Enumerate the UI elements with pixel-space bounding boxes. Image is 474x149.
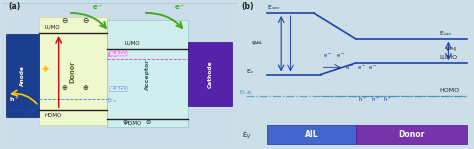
Text: h$^+$: h$^+$ xyxy=(371,96,380,104)
Text: AIL: AIL xyxy=(305,130,318,139)
Text: ✦: ✦ xyxy=(40,65,50,75)
Text: ⊕: ⊕ xyxy=(61,85,67,91)
Bar xyxy=(356,125,467,144)
Text: LUMO: LUMO xyxy=(124,41,140,46)
Text: e$^-$: e$^-$ xyxy=(336,52,345,60)
Text: Donor: Donor xyxy=(398,130,424,139)
Text: φ$_{AIL}$: φ$_{AIL}$ xyxy=(251,39,264,48)
Bar xyxy=(39,17,107,125)
Text: E$_{F,d}$: E$_{F,d}$ xyxy=(107,51,118,59)
Text: e$^-$: e$^-$ xyxy=(368,64,377,72)
Text: φ$_{BHJ}$: φ$_{BHJ}$ xyxy=(445,46,457,55)
Text: ⊖: ⊖ xyxy=(122,120,128,125)
Text: HOMO: HOMO xyxy=(45,113,62,118)
Text: e$^-$: e$^-$ xyxy=(345,64,354,72)
Text: HOMO: HOMO xyxy=(439,88,459,93)
Text: ⊕: ⊕ xyxy=(82,85,88,91)
Text: E$_V$: E$_V$ xyxy=(242,130,251,141)
FancyBboxPatch shape xyxy=(0,3,239,147)
Text: E$_{F,a}$: E$_{F,a}$ xyxy=(107,96,118,105)
Text: ~0.2eV: ~0.2eV xyxy=(110,51,127,55)
Text: e$^-$: e$^-$ xyxy=(323,52,332,60)
Text: E$_{F,AIL}$: E$_{F,AIL}$ xyxy=(239,89,254,97)
Text: ⊖: ⊖ xyxy=(146,120,151,125)
Bar xyxy=(107,20,188,127)
Text: h$^+$: h$^+$ xyxy=(358,96,367,104)
Text: LUMO: LUMO xyxy=(439,55,457,60)
Text: Donor: Donor xyxy=(70,60,76,83)
Text: (a): (a) xyxy=(8,2,20,11)
Text: Cathode: Cathode xyxy=(208,60,212,88)
Text: LUMO: LUMO xyxy=(45,25,60,30)
Text: ~0.7eV: ~0.7eV xyxy=(110,87,127,91)
Text: E$_{vac}$: E$_{vac}$ xyxy=(267,3,281,12)
Text: ⊖: ⊖ xyxy=(82,16,89,25)
Text: E$_{vac}$: E$_{vac}$ xyxy=(439,29,453,38)
Text: e$^-$: e$^-$ xyxy=(356,64,365,72)
Text: Acceptor: Acceptor xyxy=(146,59,150,90)
Text: h$^+$: h$^+$ xyxy=(383,96,392,104)
Bar xyxy=(188,42,232,106)
Text: Anode: Anode xyxy=(20,65,25,86)
Text: e$^-$: e$^-$ xyxy=(173,3,185,12)
Bar xyxy=(6,34,39,117)
Text: E$_c$: E$_c$ xyxy=(246,67,255,76)
Text: (b): (b) xyxy=(242,2,254,11)
Bar xyxy=(267,125,356,144)
Text: e$^-$: e$^-$ xyxy=(91,3,103,12)
Text: h$^+$: h$^+$ xyxy=(9,95,20,104)
Text: ⊖: ⊖ xyxy=(61,16,67,25)
Text: HOMO: HOMO xyxy=(124,121,142,126)
